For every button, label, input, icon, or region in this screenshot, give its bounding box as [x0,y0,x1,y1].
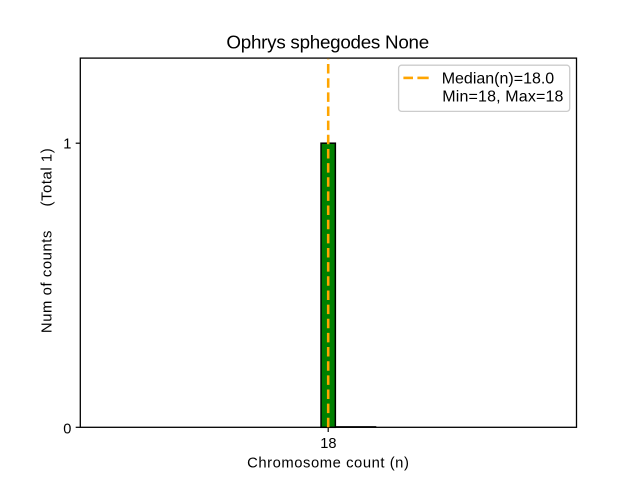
svg-text:Num of counts (Total 1): Num of counts (Total 1) [40,148,56,333]
svg-text:1: 1 [63,137,71,153]
svg-text:Min=18, Max=18: Min=18, Max=18 [442,89,563,106]
svg-text:Median(n)=18.0: Median(n)=18.0 [442,71,555,88]
svg-text:18: 18 [320,436,336,452]
svg-text:0: 0 [63,422,71,438]
svg-text:Chromosome count (n): Chromosome count (n) [247,456,409,472]
svg-text:Ophrys sphegodes None: Ophrys sphegodes None [226,32,429,53]
